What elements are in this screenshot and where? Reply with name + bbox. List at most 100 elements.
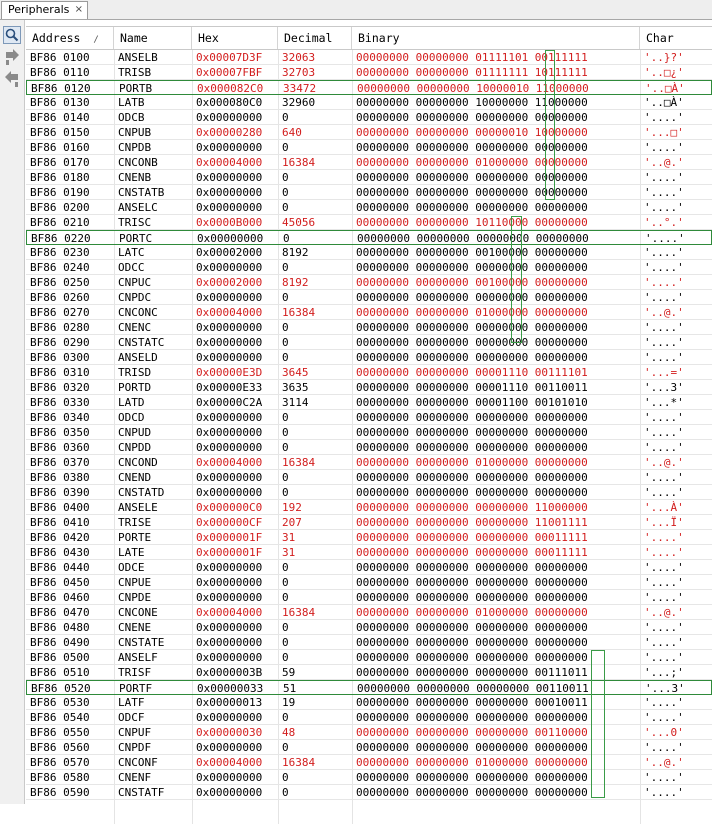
table-row[interactable]: BF86 0400 ANSELE 0x000000C0 192 00000000 000…	[26, 500, 712, 515]
table-row[interactable]: BF86 0470 CNCONE 0x00004000 16384 00000000 0…	[26, 605, 712, 620]
table-row[interactable]: BF86 0170 CNCONB 0x00004000 16384 00000000 0…	[26, 155, 712, 170]
column-decimal[interactable]: Decimal	[278, 27, 352, 49]
table-row[interactable]: BF86 0440 ODCE 0x00000000 0 00000000 0000000…	[26, 560, 712, 575]
table-row[interactable]: BF86 0490 CNSTATE 0x00000000 0 00000000 0000…	[26, 635, 712, 650]
cell-char: '...0'	[644, 726, 684, 739]
cell-char: '...3'	[645, 682, 685, 695]
table-row[interactable]: BF86 0510 TRISF 0x0000003B 59 00000000 00000…	[26, 665, 712, 680]
table-row[interactable]: BF86 0130 LATB 0x000080C0 32960 00000000 000…	[26, 95, 712, 110]
table-row[interactable]: BF86 0260 CNPDC 0x00000000 0 00000000 000000…	[26, 290, 712, 305]
cell-name: CNSTATF	[118, 786, 165, 799]
table-row[interactable]: BF86 0290 CNSTATC 0x00000000 0 00000000 0000…	[26, 335, 712, 350]
cell-binary: 00000000 00000000 00000000 00110000	[356, 726, 588, 739]
bit-highlight-box	[591, 650, 605, 798]
table-row[interactable]: BF86 0180 CNENB 0x00000000 0 00000000 000000…	[26, 170, 712, 185]
table-row[interactable]: BF86 0590 CNSTATF 0x00000000 0 00000000 0000…	[26, 785, 712, 800]
cell-decimal: 0	[282, 651, 289, 664]
cell-decimal: 0	[282, 291, 289, 304]
cell-char: '....'	[644, 246, 684, 259]
table-row[interactable]: BF86 0390 CNSTATD 0x00000000 0 00000000 0000…	[26, 485, 712, 500]
column-binary[interactable]: Binary	[352, 27, 640, 49]
table-row[interactable]: BF86 0110 TRISB 0x00007FBF 32703 00000000 00…	[26, 65, 712, 80]
cell-binary: 00000000 00000000 00000000 00110011	[357, 682, 589, 695]
cell-name: ANSELC	[118, 201, 158, 214]
table-row[interactable]: BF86 0530 LATF 0x00000013 19 00000000 000000…	[26, 695, 712, 710]
column-char[interactable]: Char	[646, 31, 674, 45]
step-into-icon[interactable]	[3, 48, 21, 66]
cell-char: '....'	[644, 276, 684, 289]
cell-address: BF86 0180	[30, 171, 90, 184]
cell-decimal: 0	[282, 471, 289, 484]
table-row[interactable]: BF86 0270 CNCONC 0x00004000 16384 00000000 0…	[26, 305, 712, 320]
cell-address: BF86 0260	[30, 291, 90, 304]
table-row[interactable]: BF86 0200 ANSELC 0x00000000 0 00000000 00000…	[26, 200, 712, 215]
table-row[interactable]: BF86 0350 CNPUD 0x00000000 0 00000000 000000…	[26, 425, 712, 440]
table-row[interactable]: BF86 0160 CNPDB 0x00000000 0 00000000 000000…	[26, 140, 712, 155]
table-row[interactable]: BF86 0550 CNPUF 0x00000030 48 00000000 00000…	[26, 725, 712, 740]
cell-binary: 00000000 00000000 00000010 10000000	[356, 126, 588, 139]
cell-char: '..@.'	[644, 606, 684, 619]
cell-hex: 0x00000000	[196, 771, 263, 784]
cell-binary: 00000000 00000000 00000000 00000000	[356, 786, 588, 799]
table-row[interactable]: BF86 0330 LATD 0x00000C2A 3114 00000000 0000…	[26, 395, 712, 410]
cell-name: PORTB	[119, 82, 153, 95]
table-row[interactable]: BF86 0150 CNPUB 0x00000280 640 00000000 0000…	[26, 125, 712, 140]
cell-hex: 0x00000000	[196, 321, 263, 334]
column-hex[interactable]: Hex	[192, 27, 278, 49]
column-name[interactable]: Name	[114, 27, 192, 49]
cell-binary: 00000000 00000000 00000000 00000000	[356, 576, 588, 589]
cell-name: CNPDC	[118, 291, 152, 304]
column-divider	[114, 50, 115, 824]
table-row[interactable]: BF86 0220 PORTC 0x00000000 0 00000000 000000…	[26, 230, 712, 245]
cell-char: '....'	[644, 336, 684, 349]
column-address[interactable]: Address /	[26, 27, 114, 49]
cell-char: '....'	[644, 561, 684, 574]
table-row[interactable]: BF86 0410 TRISE 0x000000CF 207 00000000 0000…	[26, 515, 712, 530]
table-row[interactable]: BF86 0240 ODCC 0x00000000 0 00000000 0000000…	[26, 260, 712, 275]
table-row[interactable]: BF86 0300 ANSELD 0x00000000 0 00000000 00000…	[26, 350, 712, 365]
table-row[interactable]: BF86 0340 ODCD 0x00000000 0 00000000 0000000…	[26, 410, 712, 425]
table-row[interactable]: BF86 0420 PORTE 0x0000001F 31 00000000 00000…	[26, 530, 712, 545]
table-row[interactable]: BF86 0520 PORTF 0x00000033 51 00000000 00000…	[26, 680, 712, 695]
cell-name: CNPUD	[118, 426, 152, 439]
table-row[interactable]: BF86 0100 ANSELB 0x00007D3F 32063 00000000 0…	[26, 50, 712, 65]
table-row[interactable]: BF86 0560 CNPDF 0x00000000 0 00000000 000000…	[26, 740, 712, 755]
table-row[interactable]: BF86 0190 CNSTATB 0x00000000 0 00000000 0000…	[26, 185, 712, 200]
cell-char: '..□À'	[645, 82, 685, 95]
cell-char: '....'	[644, 486, 684, 499]
table-row[interactable]: BF86 0480 CNENE 0x00000000 0 00000000 000000…	[26, 620, 712, 635]
cell-name: CNPUF	[118, 726, 152, 739]
cell-decimal: 0	[282, 786, 289, 799]
table-row[interactable]: BF86 0500 ANSELF 0x00000000 0 00000000 00000…	[26, 650, 712, 665]
search-icon[interactable]	[3, 26, 21, 44]
table-row[interactable]: BF86 0140 ODCB 0x00000000 0 00000000 0000000…	[26, 110, 712, 125]
table-row[interactable]: BF86 0430 LATE 0x0000001F 31 00000000 000000…	[26, 545, 712, 560]
table-row[interactable]: BF86 0210 TRISC 0x0000B000 45056 00000000 00…	[26, 215, 712, 230]
cell-address: BF86 0240	[30, 261, 90, 274]
table-row[interactable]: BF86 0280 CNENC 0x00000000 0 00000000 000000…	[26, 320, 712, 335]
cell-hex: 0x00000C2A	[196, 396, 263, 409]
table-row[interactable]: BF86 0250 CNPUC 0x00002000 8192 00000000 000…	[26, 275, 712, 290]
table-row[interactable]: BF86 0370 CNCOND 0x00004000 16384 00000000 0…	[26, 455, 712, 470]
table-row[interactable]: BF86 0310 TRISD 0x00000E3D 3645 00000000 000…	[26, 365, 712, 380]
table-row[interactable]: BF86 0460 CNPDE 0x00000000 0 00000000 000000…	[26, 590, 712, 605]
cell-decimal: 0	[282, 171, 289, 184]
table-row[interactable]: BF86 0450 CNPUE 0x00000000 0 00000000 000000…	[26, 575, 712, 590]
table-row[interactable]: BF86 0540 ODCF 0x00000000 0 00000000 0000000…	[26, 710, 712, 725]
table-row[interactable]: BF86 0120 PORTB 0x000082C0 33472 00000000 00…	[26, 80, 712, 95]
table-row[interactable]: BF86 0230 LATC 0x00002000 8192 00000000 0000…	[26, 245, 712, 260]
table-row[interactable]: BF86 0320 PORTD 0x00000E33 3635 00000000 000…	[26, 380, 712, 395]
cell-name: PORTF	[119, 682, 153, 695]
step-back-icon[interactable]	[3, 70, 21, 88]
cell-binary: 00000000 00000000 10000010 11000000	[357, 82, 589, 95]
tab-peripherals[interactable]: Peripherals ×	[1, 1, 88, 19]
cell-decimal: 16384	[282, 456, 316, 469]
cell-address: BF86 0350	[30, 426, 90, 439]
table-row[interactable]: BF86 0580 CNENF 0x00000000 0 00000000 000000…	[26, 770, 712, 785]
cell-address: BF86 0340	[30, 411, 90, 424]
cell-decimal: 31	[282, 546, 296, 559]
table-row[interactable]: BF86 0380 CNEND 0x00000000 0 00000000 000000…	[26, 470, 712, 485]
table-row[interactable]: BF86 0360 CNPDD 0x00000000 0 00000000 000000…	[26, 440, 712, 455]
close-icon[interactable]: ×	[74, 4, 83, 15]
table-row[interactable]: BF86 0570 CNCONF 0x00004000 16384 00000000 0…	[26, 755, 712, 770]
